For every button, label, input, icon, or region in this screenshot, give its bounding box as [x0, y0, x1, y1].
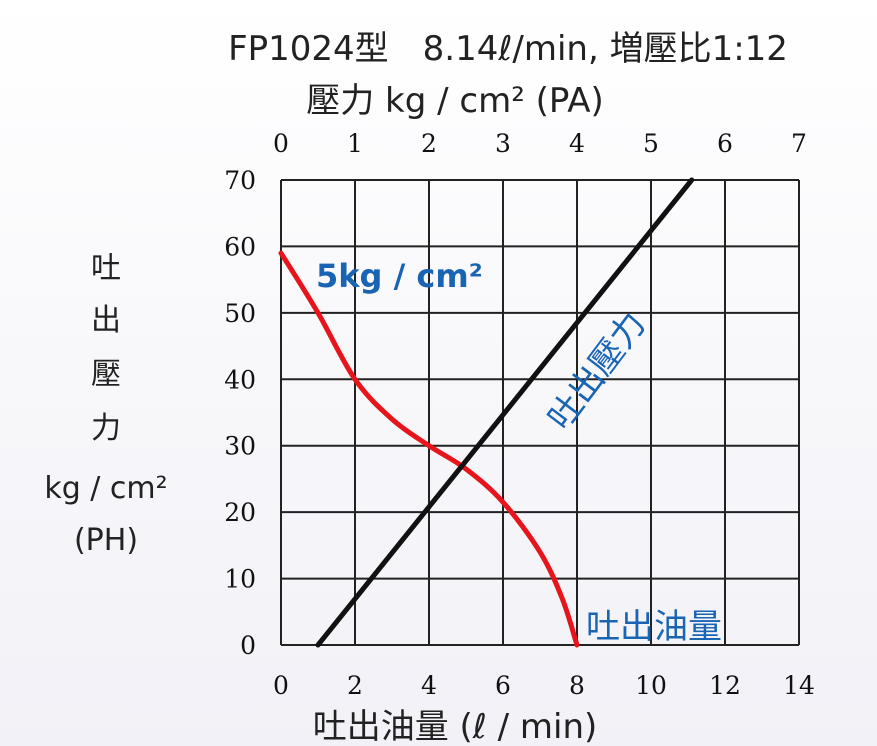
y-axis-label-line: (PH)	[74, 523, 138, 558]
y-axis-label-line: 力	[91, 411, 121, 446]
x-axis-label: 吐出油量 (ℓ / min)	[313, 707, 598, 746]
top-axis-label: 壓力 kg / cm² (PA)	[306, 81, 604, 121]
y-axis-label-line: 出	[91, 303, 121, 338]
series-group	[278, 177, 695, 648]
series-line	[278, 250, 580, 648]
y-tick-label: 60	[224, 232, 256, 261]
top-tick-label: 2	[421, 129, 437, 158]
y-axis-label-line: kg / cm²	[44, 471, 167, 506]
y-axis-label-line: 吐	[91, 251, 121, 286]
chart-title: FP1024型 8.14ℓ/min, 増壓比1:12	[228, 29, 788, 69]
red-series-label: 吐出油量	[586, 607, 722, 647]
y-tick-label: 50	[224, 299, 256, 328]
grid	[280, 179, 800, 646]
y-axis-label: 吐出壓力 kg / cm² (PH)	[44, 251, 167, 558]
y-axis-ticks: 0 10 20 30 40 50 60 70	[224, 166, 256, 660]
series-line	[315, 177, 695, 648]
x-tick-label: 4	[421, 671, 437, 700]
y-tick-label: 70	[224, 166, 256, 195]
red-curve-annotation: 5kg / cm²	[316, 257, 483, 295]
x-tick-label: 2	[347, 671, 363, 700]
x-axis-ticks: 0 2 4 6 8 10 12 14	[273, 671, 815, 700]
black-series-label: 吐出壓力	[540, 305, 654, 438]
x-tick-label: 0	[273, 671, 289, 700]
top-tick-label: 5	[643, 129, 659, 158]
top-tick-label: 4	[569, 129, 585, 158]
x-tick-label: 10	[635, 671, 667, 700]
y-axis-label-line: 壓	[91, 357, 121, 392]
top-tick-label: 7	[791, 129, 807, 158]
top-tick-label: 0	[273, 129, 289, 158]
x-tick-label: 6	[495, 671, 511, 700]
y-tick-label: 0	[240, 631, 256, 660]
y-tick-label: 20	[224, 498, 256, 527]
top-tick-label: 3	[495, 129, 511, 158]
series-labels: 5kg / cm² 吐出油量 吐出壓力	[316, 257, 722, 647]
y-tick-label: 10	[224, 565, 256, 594]
y-tick-label: 30	[224, 432, 256, 461]
top-tick-label: 1	[347, 129, 363, 158]
y-tick-label: 40	[224, 365, 256, 394]
top-tick-label: 6	[717, 129, 733, 158]
x-tick-label: 14	[783, 671, 815, 700]
x-tick-label: 12	[709, 671, 741, 700]
top-axis-ticks: 0 1 2 3 4 5 6 7	[273, 129, 807, 158]
x-tick-label: 8	[569, 671, 585, 700]
